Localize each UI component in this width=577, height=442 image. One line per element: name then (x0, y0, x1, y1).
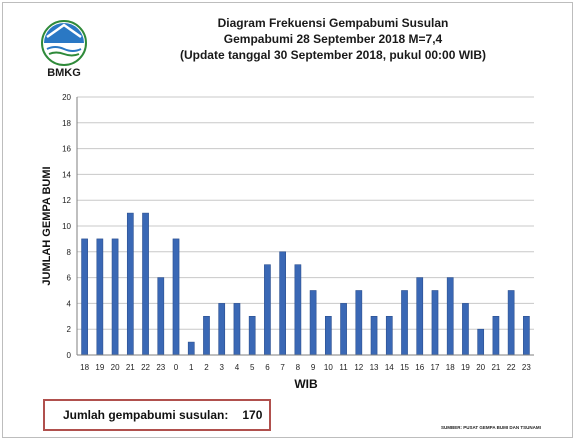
y-tick-label: 6 (67, 274, 72, 283)
x-tick-label: 20 (476, 363, 485, 372)
bar (172, 238, 180, 356)
bar (142, 212, 149, 356)
x-tick-label: 16 (415, 363, 424, 372)
x-tick-label: 21 (491, 363, 500, 372)
x-tick-label: 8 (296, 363, 301, 372)
bar (294, 264, 302, 356)
x-tick-label: 11 (339, 363, 348, 372)
x-tick-label: 10 (324, 363, 333, 372)
chart-title: Diagram Frekuensi Gempabumi Susulan (217, 16, 449, 30)
bar (523, 315, 530, 356)
x-tick-label: 13 (370, 363, 379, 372)
x-tick-label: 18 (446, 363, 455, 372)
bar (248, 315, 256, 356)
x-tick-label: 18 (80, 363, 89, 372)
bar (446, 277, 454, 356)
y-tick-label: 2 (67, 325, 72, 334)
y-tick-label: 14 (62, 170, 71, 179)
bar (385, 315, 393, 356)
bar (324, 315, 332, 356)
bar (492, 315, 500, 356)
x-tick-label: 4 (235, 363, 240, 372)
bar (462, 303, 469, 356)
x-tick-label: 7 (280, 363, 285, 372)
bar (279, 251, 286, 356)
bar (355, 290, 363, 356)
y-tick-label: 10 (62, 222, 71, 231)
x-tick-label: 23 (522, 363, 531, 372)
bar (111, 238, 119, 356)
bar (477, 328, 485, 356)
chart-update-note: (Update tanggal 30 September 2018, pukul… (179, 48, 487, 62)
x-tick-label: 21 (126, 363, 135, 372)
total-value: 170 (242, 408, 263, 422)
total-aftershocks-box: Jumlah gempabumi susulan: 170 (43, 399, 271, 431)
bar (203, 315, 210, 356)
x-tick-label: 1 (189, 363, 194, 372)
x-tick-label: 22 (507, 363, 516, 372)
x-tick-label: 3 (219, 363, 224, 372)
y-tick-label: 12 (62, 196, 71, 205)
x-tick-label: 19 (95, 363, 104, 372)
x-axis-label: WIB (294, 377, 318, 391)
y-tick-label: 0 (67, 351, 72, 360)
source-note: SUMBER: PUSAT GEMPA BUMI DAN TSUNAMI (441, 425, 541, 430)
logo-text: BMKG (47, 67, 81, 79)
x-tick-label: 15 (400, 363, 409, 372)
x-tick-label: 12 (354, 363, 363, 372)
x-tick-label: 6 (265, 363, 270, 372)
bar (218, 303, 226, 356)
bar (309, 290, 317, 356)
y-tick-label: 4 (67, 299, 72, 308)
x-tick-label: 14 (385, 363, 394, 372)
chart-subtitle: Gempabumi 28 September 2018 M=7,4 (223, 32, 443, 46)
y-axis-label: JUMLAH GEMPA BUMI (41, 166, 53, 285)
bar (340, 303, 347, 356)
bar (507, 290, 515, 356)
bar (187, 341, 195, 356)
bar (81, 238, 88, 356)
axes (76, 97, 534, 356)
bmkg-logo: BMKG (41, 20, 87, 79)
bar (157, 277, 165, 356)
x-tick-label: 23 (156, 363, 165, 372)
y-tick-label: 16 (62, 145, 71, 154)
x-tick-label: 0 (174, 363, 179, 372)
bar (233, 303, 241, 356)
bar (401, 290, 408, 356)
total-label: Jumlah gempabumi susulan: (63, 408, 229, 422)
bar (96, 238, 104, 356)
bar (431, 290, 439, 356)
x-tick-label: 19 (461, 363, 470, 372)
y-tick-label: 20 (62, 93, 71, 102)
x-tick-label: 20 (111, 363, 120, 372)
bar (370, 315, 378, 356)
bar (264, 264, 271, 356)
x-tick-label: 22 (141, 363, 150, 372)
gridlines (77, 96, 534, 356)
x-tick-label: 9 (311, 363, 316, 372)
bar (416, 277, 424, 356)
chart-frame: BMKG Diagram Frekuensi Gempabumi Susulan… (2, 2, 573, 438)
y-tick-label: 8 (67, 248, 72, 257)
x-tick-label: 17 (431, 363, 440, 372)
bars (81, 212, 530, 356)
x-tick-label: 2 (204, 363, 209, 372)
x-tick-label: 5 (250, 363, 255, 372)
y-tick-label: 18 (62, 119, 71, 128)
bar (126, 212, 134, 356)
